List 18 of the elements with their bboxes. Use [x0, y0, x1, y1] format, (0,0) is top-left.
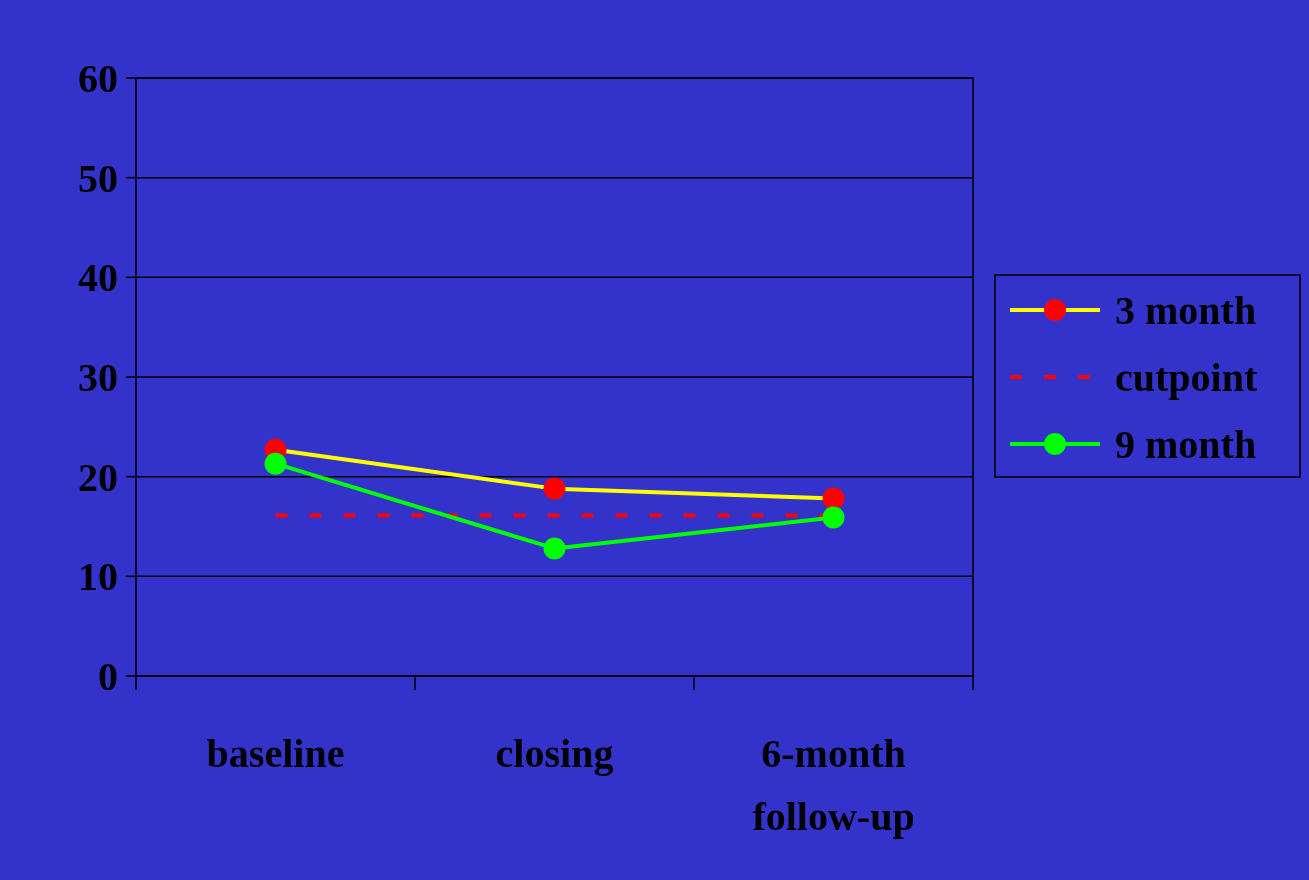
y-tick-label: 60: [78, 56, 118, 101]
legend-label: 3 month: [1115, 288, 1257, 333]
point: [543, 537, 566, 560]
point: [822, 487, 845, 510]
y-tick-label: 40: [78, 255, 118, 301]
point: [543, 477, 566, 500]
legend-label: 9 month: [1115, 422, 1257, 467]
y-tick-label: 0: [98, 654, 118, 699]
y-tick-label: 10: [78, 554, 118, 600]
y-tick-label: 50: [78, 155, 118, 201]
legend-label: cutpoint: [1115, 355, 1258, 400]
y-tick-label: 20: [78, 454, 118, 500]
x-tick-label: closing: [495, 731, 614, 776]
x-tick-label: baseline: [206, 731, 345, 776]
point: [264, 452, 287, 475]
y-tick-label: 30: [78, 355, 118, 400]
point: [822, 506, 845, 529]
x-tick-label: 6-month follow-up: [752, 731, 915, 839]
